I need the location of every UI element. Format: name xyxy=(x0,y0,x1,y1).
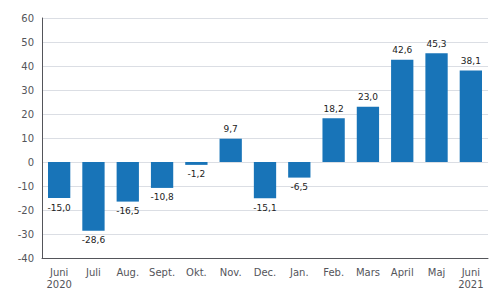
svg-text:Okt.: Okt. xyxy=(186,267,207,278)
svg-text:10: 10 xyxy=(21,133,34,144)
svg-text:20: 20 xyxy=(21,109,34,120)
svg-text:Feb.: Feb. xyxy=(323,267,344,278)
svg-text:30: 30 xyxy=(21,85,34,96)
svg-text:-6,5: -6,5 xyxy=(291,182,309,192)
svg-text:-1,2: -1,2 xyxy=(188,169,206,179)
svg-text:Dec.: Dec. xyxy=(254,267,277,278)
svg-text:-10: -10 xyxy=(18,181,34,192)
svg-text:Mars: Mars xyxy=(356,267,380,278)
svg-text:45,3: 45,3 xyxy=(427,39,447,49)
svg-text:2021: 2021 xyxy=(458,279,483,290)
svg-text:-40: -40 xyxy=(18,253,34,264)
svg-text:-10,8: -10,8 xyxy=(150,192,174,202)
svg-text:-15,0: -15,0 xyxy=(48,203,72,213)
svg-text:2020: 2020 xyxy=(46,279,71,290)
svg-text:Juni: Juni xyxy=(461,267,480,278)
svg-text:Sept.: Sept. xyxy=(149,267,175,278)
svg-text:23,0: 23,0 xyxy=(358,92,378,102)
svg-text:50: 50 xyxy=(21,37,34,48)
svg-text:-20: -20 xyxy=(18,205,34,216)
svg-text:38,1: 38,1 xyxy=(461,56,481,66)
svg-text:Jan.: Jan. xyxy=(289,267,309,278)
svg-text:42,6: 42,6 xyxy=(392,45,412,55)
svg-text:0: 0 xyxy=(28,157,34,168)
svg-text:Maj: Maj xyxy=(428,267,446,278)
svg-text:Nov.: Nov. xyxy=(220,267,242,278)
svg-text:Aug.: Aug. xyxy=(116,267,139,278)
svg-text:-28,6: -28,6 xyxy=(82,235,106,245)
svg-text:Juni: Juni xyxy=(49,267,68,278)
svg-text:April: April xyxy=(391,267,414,278)
svg-text:Juli: Juli xyxy=(85,267,101,278)
svg-text:9,7: 9,7 xyxy=(224,124,238,134)
svg-text:-30: -30 xyxy=(18,229,34,240)
svg-text:40: 40 xyxy=(21,61,34,72)
svg-text:-16,5: -16,5 xyxy=(116,206,139,216)
svg-text:-15,1: -15,1 xyxy=(253,203,276,213)
svg-text:60: 60 xyxy=(21,13,34,24)
svg-text:18,2: 18,2 xyxy=(324,104,344,114)
